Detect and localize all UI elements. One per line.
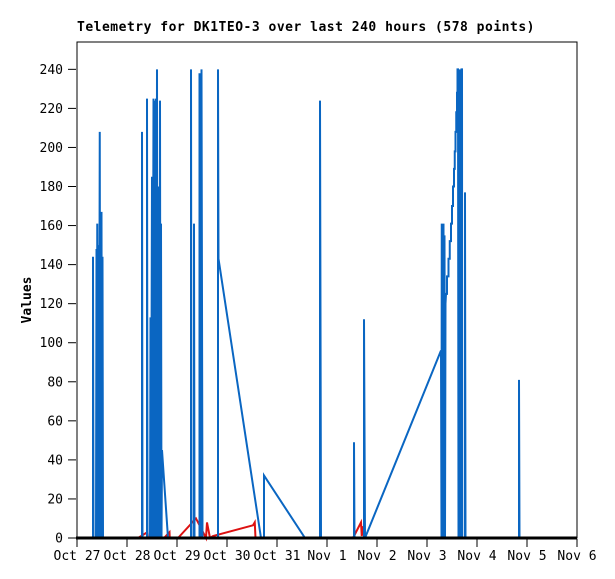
x-tick-label: Oct 28 — [104, 549, 151, 564]
x-tick-label: Nov 4 — [457, 549, 496, 564]
x-tick-label: Oct 27 — [54, 549, 101, 564]
x-tick-label: Nov 2 — [357, 549, 396, 564]
y-tick-label: 140 — [40, 258, 63, 273]
x-tick-label: Nov 6 — [557, 549, 596, 564]
y-tick-label: 160 — [40, 219, 63, 234]
y-axis-label: Values — [20, 277, 35, 324]
y-tick-label: 100 — [40, 336, 63, 351]
y-tick-label: 240 — [40, 63, 63, 78]
x-tick-label: Oct 29 — [154, 549, 201, 564]
chart-title: Telemetry for DK1TEO-3 over last 240 hou… — [77, 20, 535, 35]
y-tick-label: 200 — [40, 141, 63, 156]
telemetry-red-line — [163, 529, 171, 539]
x-tick-label: Nov 5 — [507, 549, 546, 564]
x-tick-label: Nov 3 — [407, 549, 446, 564]
y-tick-label: 0 — [55, 532, 63, 547]
y-tick-label: 180 — [40, 180, 63, 195]
y-tick-label: 80 — [47, 375, 63, 390]
x-tick-label: Oct 30 — [204, 549, 251, 564]
x-tick-label: Nov 1 — [307, 549, 346, 564]
y-tick-label: 120 — [40, 297, 63, 312]
y-tick-label: 20 — [47, 492, 63, 507]
x-tick-label: Oct 31 — [254, 549, 301, 564]
y-tick-label: 220 — [40, 102, 63, 117]
y-tick-label: 40 — [47, 453, 63, 468]
y-tick-label: 60 — [47, 414, 63, 429]
